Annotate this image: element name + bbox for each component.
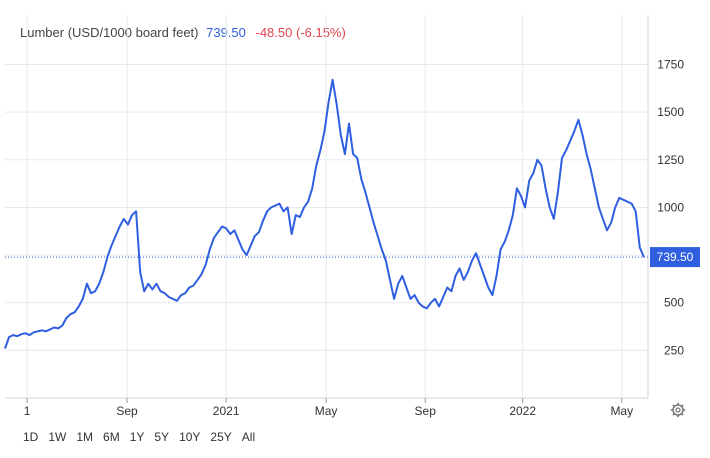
gear-icon[interactable] bbox=[670, 402, 686, 418]
series-line-0 bbox=[4, 78, 645, 349]
x-tick-label: 2021 bbox=[213, 404, 240, 418]
range-button-6m[interactable]: 6M bbox=[103, 430, 120, 444]
last-value-marker: 739.50 bbox=[5, 247, 700, 268]
x-axis: 1 Sep 2021 May Sep 2022 May bbox=[5, 397, 648, 418]
range-button-1m[interactable]: 1M bbox=[76, 430, 94, 444]
range-button-10y[interactable]: 10Y bbox=[179, 430, 201, 444]
range-button-1d[interactable]: 1D bbox=[23, 430, 39, 444]
x-tick-label: May bbox=[315, 404, 338, 418]
instrument-name: Lumber (USD/1000 board feet) bbox=[20, 25, 199, 40]
range-button-1w[interactable]: 1W bbox=[48, 430, 67, 444]
x-tick-label: Sep bbox=[116, 404, 138, 418]
y-tick-label: 500 bbox=[664, 296, 684, 310]
range-button-all[interactable]: All bbox=[241, 430, 256, 444]
x-tick-label: 2022 bbox=[509, 404, 536, 418]
y-tick-label: 1500 bbox=[657, 105, 684, 119]
y-tick-label: 250 bbox=[664, 343, 684, 357]
gear-icon-graphic bbox=[670, 402, 686, 418]
last-value-label: 739.50 bbox=[657, 250, 694, 264]
range-selector: 1D 1W 1M 6M 1Y 5Y 10Y 25Y All bbox=[18, 428, 260, 446]
x-tick-label: May bbox=[610, 404, 633, 418]
chart-title: Lumber (USD/1000 board feet) 739.50 -48.… bbox=[20, 25, 346, 40]
y-tick-label: 1750 bbox=[657, 58, 684, 72]
price-change: -48.50 (-6.15%) bbox=[255, 25, 346, 40]
range-button-25y[interactable]: 25Y bbox=[210, 430, 232, 444]
series-layer bbox=[4, 78, 645, 349]
range-button-5y[interactable]: 5Y bbox=[154, 430, 170, 444]
y-tick-label: 1000 bbox=[657, 200, 684, 214]
last-value-badge bbox=[650, 247, 700, 268]
grid-lines bbox=[5, 15, 648, 398]
y-tick-label: 1250 bbox=[657, 153, 684, 167]
x-tick-label: Sep bbox=[415, 404, 437, 418]
y-axis: 2505007501000125015001750 bbox=[647, 15, 684, 398]
range-button-1y[interactable]: 1Y bbox=[129, 430, 145, 444]
x-tick-label: 1 bbox=[24, 404, 31, 418]
